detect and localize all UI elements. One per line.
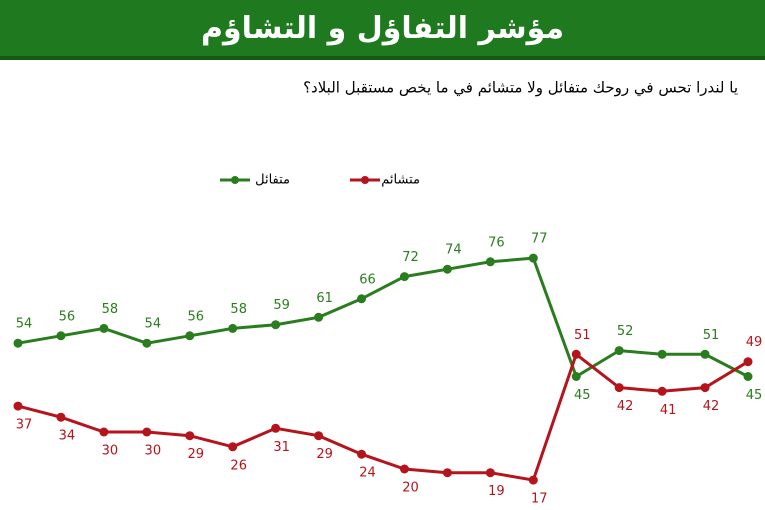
data-label: 30 bbox=[102, 444, 119, 459]
point bbox=[528, 253, 538, 263]
point bbox=[56, 331, 66, 341]
point bbox=[442, 264, 452, 274]
point bbox=[13, 338, 23, 348]
point bbox=[357, 449, 367, 459]
legend-marker bbox=[231, 176, 239, 184]
data-label: 19 bbox=[488, 484, 505, 499]
point bbox=[99, 427, 109, 437]
data-label: 45 bbox=[746, 388, 763, 403]
point bbox=[185, 331, 195, 341]
point bbox=[743, 372, 753, 381]
data-label: 58 bbox=[102, 302, 119, 317]
data-label: 29 bbox=[187, 447, 204, 462]
data-label: 56 bbox=[59, 309, 76, 324]
data-label: 17 bbox=[531, 492, 548, 507]
data-label: 24 bbox=[359, 466, 376, 481]
data-label: 34 bbox=[59, 429, 76, 444]
data-label: 54 bbox=[145, 317, 162, 332]
point bbox=[614, 383, 624, 393]
data-label: 42 bbox=[703, 399, 720, 414]
data-label: 56 bbox=[187, 309, 204, 324]
data-label: 51 bbox=[574, 328, 591, 343]
data-label: 76 bbox=[488, 235, 505, 250]
data-label: 31 bbox=[273, 440, 290, 455]
data-label: 49 bbox=[746, 335, 763, 350]
legend-label: متفائل bbox=[255, 173, 290, 188]
point bbox=[571, 349, 581, 359]
point bbox=[528, 475, 538, 485]
data-label: 59 bbox=[273, 298, 290, 313]
data-label: 77 bbox=[531, 232, 548, 247]
point bbox=[700, 349, 710, 359]
data-label: 61 bbox=[316, 291, 333, 306]
point bbox=[142, 338, 152, 348]
point bbox=[314, 431, 324, 441]
point bbox=[657, 386, 667, 396]
point bbox=[357, 294, 367, 304]
data-label: 74 bbox=[445, 243, 462, 258]
point bbox=[399, 272, 409, 282]
title-bar: مؤشر التفاؤل و التشاؤم bbox=[0, 0, 765, 60]
point bbox=[142, 427, 152, 437]
point bbox=[614, 346, 624, 356]
point bbox=[571, 372, 581, 381]
point bbox=[271, 320, 281, 330]
point bbox=[399, 464, 409, 474]
data-label: 41 bbox=[660, 403, 677, 418]
chart-title: مؤشر التفاؤل و التشاؤم bbox=[200, 10, 565, 46]
data-label: 29 bbox=[316, 447, 333, 462]
point bbox=[442, 468, 452, 478]
point bbox=[99, 323, 109, 333]
point bbox=[743, 357, 753, 367]
data-label: 37 bbox=[16, 418, 33, 433]
data-label: 26 bbox=[230, 458, 247, 473]
point bbox=[485, 257, 495, 267]
series-line bbox=[17, 256, 749, 379]
data-label: 30 bbox=[145, 444, 162, 459]
legend-label: متشائم bbox=[381, 173, 420, 188]
data-label: 20 bbox=[402, 481, 419, 496]
point bbox=[228, 323, 238, 333]
point bbox=[13, 401, 23, 411]
data-label: 54 bbox=[16, 317, 33, 332]
point bbox=[700, 383, 710, 393]
data-label: 51 bbox=[703, 328, 720, 343]
point bbox=[185, 431, 195, 441]
point bbox=[485, 468, 495, 478]
data-label: 42 bbox=[617, 399, 634, 414]
series-line bbox=[17, 351, 749, 482]
data-label: 66 bbox=[359, 272, 376, 287]
data-label: 58 bbox=[230, 302, 247, 317]
point bbox=[228, 442, 238, 452]
data-label: 52 bbox=[617, 324, 634, 339]
point bbox=[271, 423, 281, 433]
point bbox=[56, 412, 66, 422]
point bbox=[314, 312, 324, 322]
legend-marker bbox=[361, 176, 369, 184]
data-label: 72 bbox=[402, 250, 419, 265]
point bbox=[657, 349, 667, 359]
data-label: 45 bbox=[574, 388, 591, 403]
subtitle: يا لندرا تحس في روحك متفائل ولا متشائم ف… bbox=[303, 79, 738, 98]
